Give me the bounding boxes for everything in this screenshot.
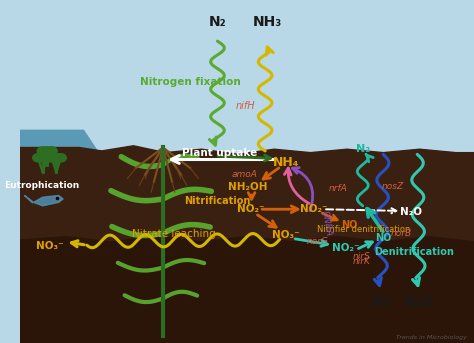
Text: norB: norB [391, 229, 412, 238]
Text: Eutrophication: Eutrophication [4, 181, 80, 190]
Circle shape [37, 147, 48, 155]
Circle shape [46, 154, 57, 162]
Text: N₂: N₂ [209, 15, 226, 29]
Text: NH₂OH: NH₂OH [228, 182, 268, 192]
Circle shape [55, 154, 66, 162]
Text: Nitrate leaching: Nitrate leaching [132, 229, 216, 239]
Polygon shape [25, 196, 33, 203]
Polygon shape [65, 165, 111, 223]
Polygon shape [20, 146, 474, 343]
Text: narG: narG [306, 237, 328, 246]
Text: nirS: nirS [353, 252, 371, 261]
Text: N₂: N₂ [372, 295, 390, 309]
Text: Denitrification: Denitrification [374, 247, 454, 257]
Polygon shape [34, 196, 63, 206]
Text: nirK: nirK [353, 257, 371, 266]
Text: DNRA: DNRA [320, 209, 334, 237]
Text: N₂O: N₂O [405, 295, 434, 309]
Text: Nitrification: Nitrification [184, 196, 251, 206]
Text: N₂O: N₂O [401, 206, 422, 217]
Text: NO₃⁻: NO₃⁻ [36, 241, 64, 251]
Polygon shape [20, 237, 474, 343]
Text: nifH: nifH [236, 101, 255, 111]
Circle shape [37, 154, 48, 162]
Polygon shape [20, 130, 97, 343]
Text: Trends in Microbiology: Trends in Microbiology [396, 334, 467, 340]
Text: NO: NO [341, 220, 358, 230]
Text: nosZ: nosZ [381, 182, 403, 191]
Text: NO₂⁻: NO₂⁻ [300, 204, 328, 214]
Circle shape [42, 154, 53, 162]
Circle shape [46, 147, 57, 155]
Text: N₂: N₂ [356, 144, 370, 154]
Text: Nitrifier denitrification: Nitrifier denitrification [317, 225, 410, 234]
Text: nrfA: nrfA [328, 184, 347, 193]
Text: NO₂⁻: NO₂⁻ [332, 243, 359, 253]
Circle shape [51, 154, 62, 162]
Text: NO₂⁻: NO₂⁻ [237, 204, 264, 214]
Circle shape [42, 147, 53, 155]
Text: Nitrogen fixation: Nitrogen fixation [140, 77, 241, 87]
Text: NO: NO [375, 233, 392, 244]
Text: NH₄: NH₄ [273, 156, 300, 169]
Text: amoA: amoA [231, 170, 257, 179]
Text: Plant uptake: Plant uptake [182, 147, 257, 158]
Text: NO₃⁻: NO₃⁻ [272, 230, 300, 240]
Circle shape [33, 154, 44, 162]
Text: NH₃: NH₃ [253, 15, 282, 29]
